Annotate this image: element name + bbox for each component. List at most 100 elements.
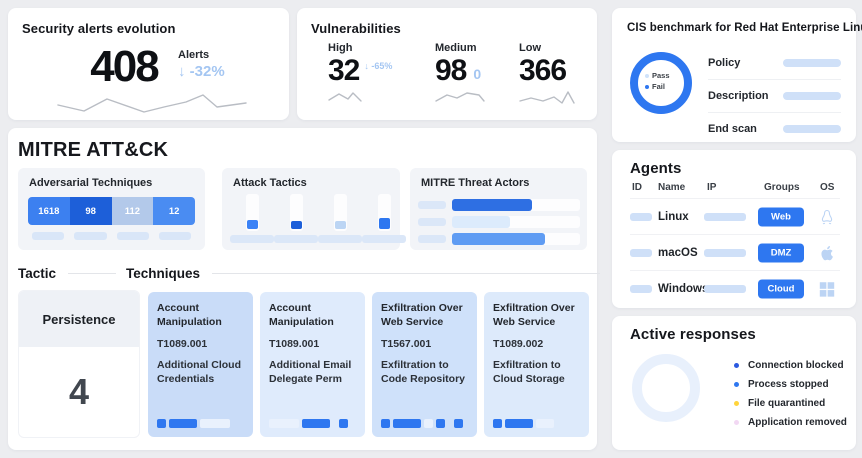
tactic-bar [318, 194, 362, 243]
vuln-high-sparkline [328, 92, 362, 102]
legend-application-removed: Application removed [734, 413, 847, 432]
application-removed-dot-icon [734, 420, 739, 425]
actor-bar-track [452, 199, 580, 211]
technique-desc: Exfiltration to Code Repository [381, 359, 466, 385]
cis-legend-fail: Fail [645, 81, 684, 92]
technique-card-additional-cloud-credentials[interactable]: Account Manipulation T1089.001 Additiona… [148, 292, 253, 437]
endscan-label: End scan [708, 123, 757, 135]
bar-fill [246, 220, 258, 229]
agent-row-macos[interactable]: macOS DMZ [630, 234, 840, 270]
segment-98[interactable]: 98 [69, 197, 112, 225]
adversarial-segmented-bar: 1618 98 112 12 [28, 197, 195, 225]
technique-code: T1567.001 [381, 338, 432, 351]
vuln-medium-value: 98 [435, 54, 467, 87]
bar-fill [334, 221, 346, 229]
technique-code: T1089.002 [493, 338, 544, 351]
agent-name: macOS [658, 246, 698, 259]
technique-desc: Additional Cloud Credentials [157, 359, 241, 385]
cis-rows: Policy Description End scan [708, 46, 841, 145]
tactic-header-label: Tactic [18, 266, 57, 281]
technique-minibar [269, 419, 356, 428]
adversarial-techniques-title: Adversarial Techniques [29, 177, 153, 189]
segment-1618[interactable]: 1618 [28, 197, 70, 225]
actor-label-placeholder [418, 201, 446, 209]
endscan-value-placeholder [783, 125, 841, 133]
axis-placeholder [116, 232, 149, 240]
security-alerts-card: Security alerts evolution 408 Alerts ↓ -… [8, 8, 289, 120]
vuln-medium-delta: 0 [473, 66, 482, 82]
legend-label: File quarantined [748, 398, 826, 409]
technique-code: T1089.001 [157, 338, 208, 351]
vuln-high: High 32 ↓ -65% [328, 42, 392, 102]
agent-row-windows[interactable]: Windows Cloud [630, 270, 840, 306]
techniques-header-label: Techniques [126, 266, 201, 281]
group-badge-web[interactable]: Web [758, 207, 804, 226]
bar-fill [378, 218, 390, 229]
actor-label-placeholder [418, 218, 446, 226]
agent-row-linux[interactable]: Linux Web [630, 198, 840, 234]
vuln-low-sparkline [519, 91, 575, 104]
axis-placeholder [32, 232, 65, 240]
windows-icon [819, 281, 835, 297]
connection-blocked-dot-icon [734, 363, 739, 368]
techniques-header-rule [212, 273, 601, 274]
vuln-low: Low 366 [519, 42, 575, 104]
cis-title: CIS benchmark for Red Hat Enterprise Lin… [627, 22, 862, 34]
bar-track [377, 194, 391, 231]
bar-label-placeholder [362, 235, 406, 243]
security-alerts-title: Security alerts evolution [22, 21, 176, 36]
legend-file-quarantined: File quarantined [734, 394, 847, 413]
active-responses-card: Active responses Connection blocked Proc… [612, 316, 856, 450]
mitre-title: MITRE ATT&CK [18, 139, 169, 161]
group-badge-cloud[interactable]: Cloud [758, 279, 804, 298]
bar-label-placeholder [230, 235, 274, 243]
axis-placeholder [74, 232, 107, 240]
vuln-high-label: High [328, 42, 353, 54]
axis-placeholder [158, 232, 191, 240]
tactic-bar [274, 194, 318, 243]
linux-icon [821, 209, 833, 224]
technique-minibar [381, 419, 468, 428]
pass-dot-icon [645, 73, 649, 78]
technique-card-exfiltration-cloud-storage[interactable]: Exfiltration Over Web Service T1089.002 … [484, 292, 589, 437]
agent-ip-placeholder [704, 248, 746, 257]
vuln-medium-label: Medium [435, 42, 477, 54]
cis-legend: Pass Fail [638, 70, 684, 92]
column-ip: IP [707, 182, 717, 193]
technique-desc: Exfiltration to Cloud Storage [493, 359, 565, 385]
active-responses-donut-chart [632, 354, 700, 422]
technique-desc: Additional Email Delegate Perm [269, 359, 352, 385]
agent-name: Linux [658, 210, 689, 223]
technique-minibar [493, 419, 580, 428]
agents-table-header: ID Name IP Groups OS [630, 182, 840, 196]
tactic-section-header: Tactic [18, 266, 117, 281]
agents-table-body: Linux Web macOS DMZ Wi [630, 198, 840, 306]
group-badge-dmz[interactable]: DMZ [758, 243, 804, 262]
legend-process-stopped: Process stopped [734, 375, 847, 394]
technique-card-additional-email-delegate-perm[interactable]: Account Manipulation T1089.001 Additiona… [260, 292, 365, 437]
adversarial-axis-placeholders [32, 232, 191, 240]
actor-bar-track [452, 216, 580, 228]
bar-fill [290, 221, 302, 229]
vuln-medium: Medium 98 0 [435, 42, 485, 102]
alerts-side: Alerts ↓ -32% [178, 49, 225, 80]
bar-track [333, 194, 347, 231]
segment-12[interactable]: 12 [153, 197, 195, 225]
segment-112[interactable]: 112 [111, 197, 154, 225]
tactic-persistence-card[interactable]: Persistence 4 [18, 290, 140, 438]
bar-label-placeholder [318, 235, 362, 243]
bar-track [245, 194, 259, 231]
technique-card-exfiltration-code-repository[interactable]: Exfiltration Over Web Service T1567.001 … [372, 292, 477, 437]
vuln-low-value: 366 [519, 54, 567, 87]
bar-label-placeholder [274, 235, 318, 243]
cis-benchmark-card: CIS benchmark for Red Hat Enterprise Lin… [612, 8, 862, 145]
policy-value-placeholder [783, 58, 841, 67]
alerts-label: Alerts [178, 49, 210, 61]
vuln-medium-sparkline [435, 92, 485, 102]
agent-id-placeholder [630, 248, 652, 257]
technique-code: T1089.001 [269, 338, 320, 351]
alerts-delta: ↓ -32% [178, 63, 225, 80]
actor-bar-fill [452, 216, 510, 228]
actor-label-placeholder [418, 235, 446, 243]
